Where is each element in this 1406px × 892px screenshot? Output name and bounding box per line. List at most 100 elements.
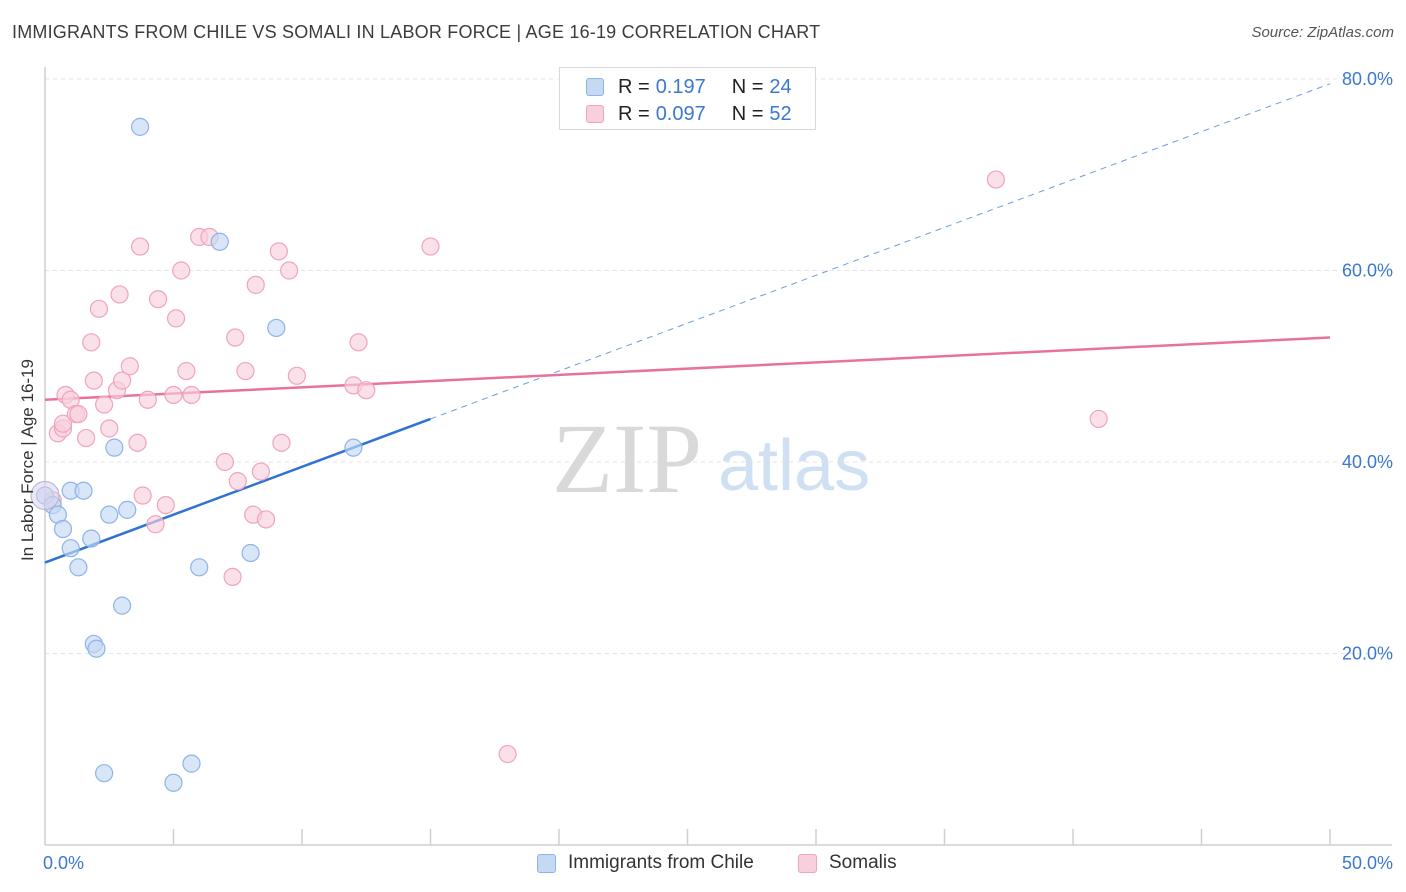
somali-point <box>287 366 306 385</box>
somali-point <box>256 510 276 529</box>
chile-point <box>344 438 363 457</box>
somali-point <box>246 275 265 294</box>
chile-point <box>182 754 201 773</box>
chile-point <box>112 596 132 615</box>
overlap-point <box>30 481 60 511</box>
watermark-atlas: atlas <box>718 426 870 506</box>
somali-point <box>251 462 270 481</box>
somali-point <box>100 419 119 438</box>
y-tick-label: 80.0% <box>1342 69 1393 89</box>
watermark-zip: ZIP <box>552 403 702 514</box>
legend-item-chile[interactable]: Immigrants from Chile <box>537 852 754 874</box>
somali-point <box>1089 409 1108 429</box>
chile-point <box>118 500 137 519</box>
somali-point <box>84 371 103 390</box>
somali-point <box>133 486 152 505</box>
chile-point <box>74 481 93 500</box>
somali-point <box>130 237 150 256</box>
chile-trend-extension <box>430 83 1331 420</box>
series-legend: Immigrants from Chile Somalis <box>0 852 1406 878</box>
somali-point <box>53 414 73 433</box>
chile-trend-line <box>44 417 431 564</box>
axes <box>44 67 1392 846</box>
somali-point <box>146 515 165 534</box>
somali-point <box>120 357 139 376</box>
somali-point <box>272 433 291 452</box>
chile-point <box>190 558 209 577</box>
chile-point <box>69 558 88 577</box>
chile-swatch <box>586 78 604 96</box>
n-key: N = <box>731 102 764 125</box>
legend-label-somalis: Somalis <box>829 852 897 873</box>
somali-point <box>215 452 234 472</box>
chile-point <box>210 232 229 251</box>
chile-point <box>53 519 73 539</box>
somali-point <box>349 333 368 352</box>
r-key: R = <box>618 75 650 98</box>
y-axis-label: In Labor Force | Age 16-19 <box>18 359 37 561</box>
legend-item-somalis[interactable]: Somalis <box>798 852 897 874</box>
stats-row-chile: R = 0.197 N = 24 <box>586 74 792 100</box>
somali-point <box>110 285 129 304</box>
y-tick-label: 20.0% <box>1342 644 1393 664</box>
somali-point <box>138 390 157 409</box>
x-tick-label: 0.0% <box>43 853 84 873</box>
chart-title: IMMIGRANTS FROM CHILE VS SOMALI IN LABOR… <box>12 22 821 42</box>
somali-point <box>164 385 183 405</box>
chile-point <box>100 505 119 524</box>
n-key: N = <box>731 75 764 98</box>
chile-point <box>87 639 106 658</box>
somali-swatch <box>586 105 604 123</box>
chile-point <box>82 529 101 548</box>
somali-point <box>128 433 147 452</box>
somali-point <box>77 428 96 448</box>
somali-point <box>69 405 88 424</box>
somali-point <box>223 567 242 587</box>
r-value: 0.097 <box>655 102 706 125</box>
chile-point <box>105 438 124 457</box>
somali-point <box>156 495 175 515</box>
x-tick-label: 50.0% <box>1342 853 1393 873</box>
chile-point <box>164 773 183 792</box>
somali-point <box>89 299 109 318</box>
somali-point <box>226 328 245 347</box>
somali-point <box>986 170 1006 189</box>
watermark: ZIP atlas <box>552 403 870 514</box>
somali-point <box>280 261 299 280</box>
somali-trend-line <box>44 336 1331 402</box>
somali-point <box>172 261 191 280</box>
r-value: 0.197 <box>655 75 706 98</box>
somali-point <box>236 361 255 381</box>
chile-point <box>267 318 286 338</box>
chile-point <box>95 764 114 783</box>
trend-lines <box>44 83 1331 564</box>
somali-point <box>498 744 517 764</box>
somali-point <box>166 309 186 328</box>
r-key: R = <box>618 102 650 125</box>
somali-point <box>112 371 132 390</box>
somali-point <box>269 242 288 261</box>
somali-point <box>95 395 114 414</box>
n-value: 24 <box>769 75 792 98</box>
tick-labels: 20.0% 40.0% 60.0% 80.0% 0.0% 50.0% <box>43 69 1393 873</box>
somali-point <box>357 381 376 400</box>
y-tick-label: 60.0% <box>1342 261 1393 281</box>
n-value: 52 <box>769 102 792 125</box>
somali-point <box>148 290 168 309</box>
chile-point <box>241 543 260 563</box>
somali-point <box>82 333 101 352</box>
somali-legend-swatch <box>798 853 817 873</box>
somali-point <box>421 237 440 256</box>
somali-point <box>177 361 196 381</box>
stats-row-somali: R = 0.097 N = 52 <box>586 101 792 127</box>
somali-point <box>182 385 201 405</box>
chile-legend-swatch <box>537 853 556 873</box>
chile-point <box>61 539 80 558</box>
chile-point <box>130 117 150 136</box>
stats-legend: R = 0.197 N = 24 R = 0.097 N = 52 <box>559 67 816 130</box>
legend-label-chile: Immigrants from Chile <box>568 852 754 873</box>
source-credit: Source: ZipAtlas.com <box>1251 24 1394 41</box>
data-points <box>30 117 1108 792</box>
somali-point <box>228 472 247 491</box>
